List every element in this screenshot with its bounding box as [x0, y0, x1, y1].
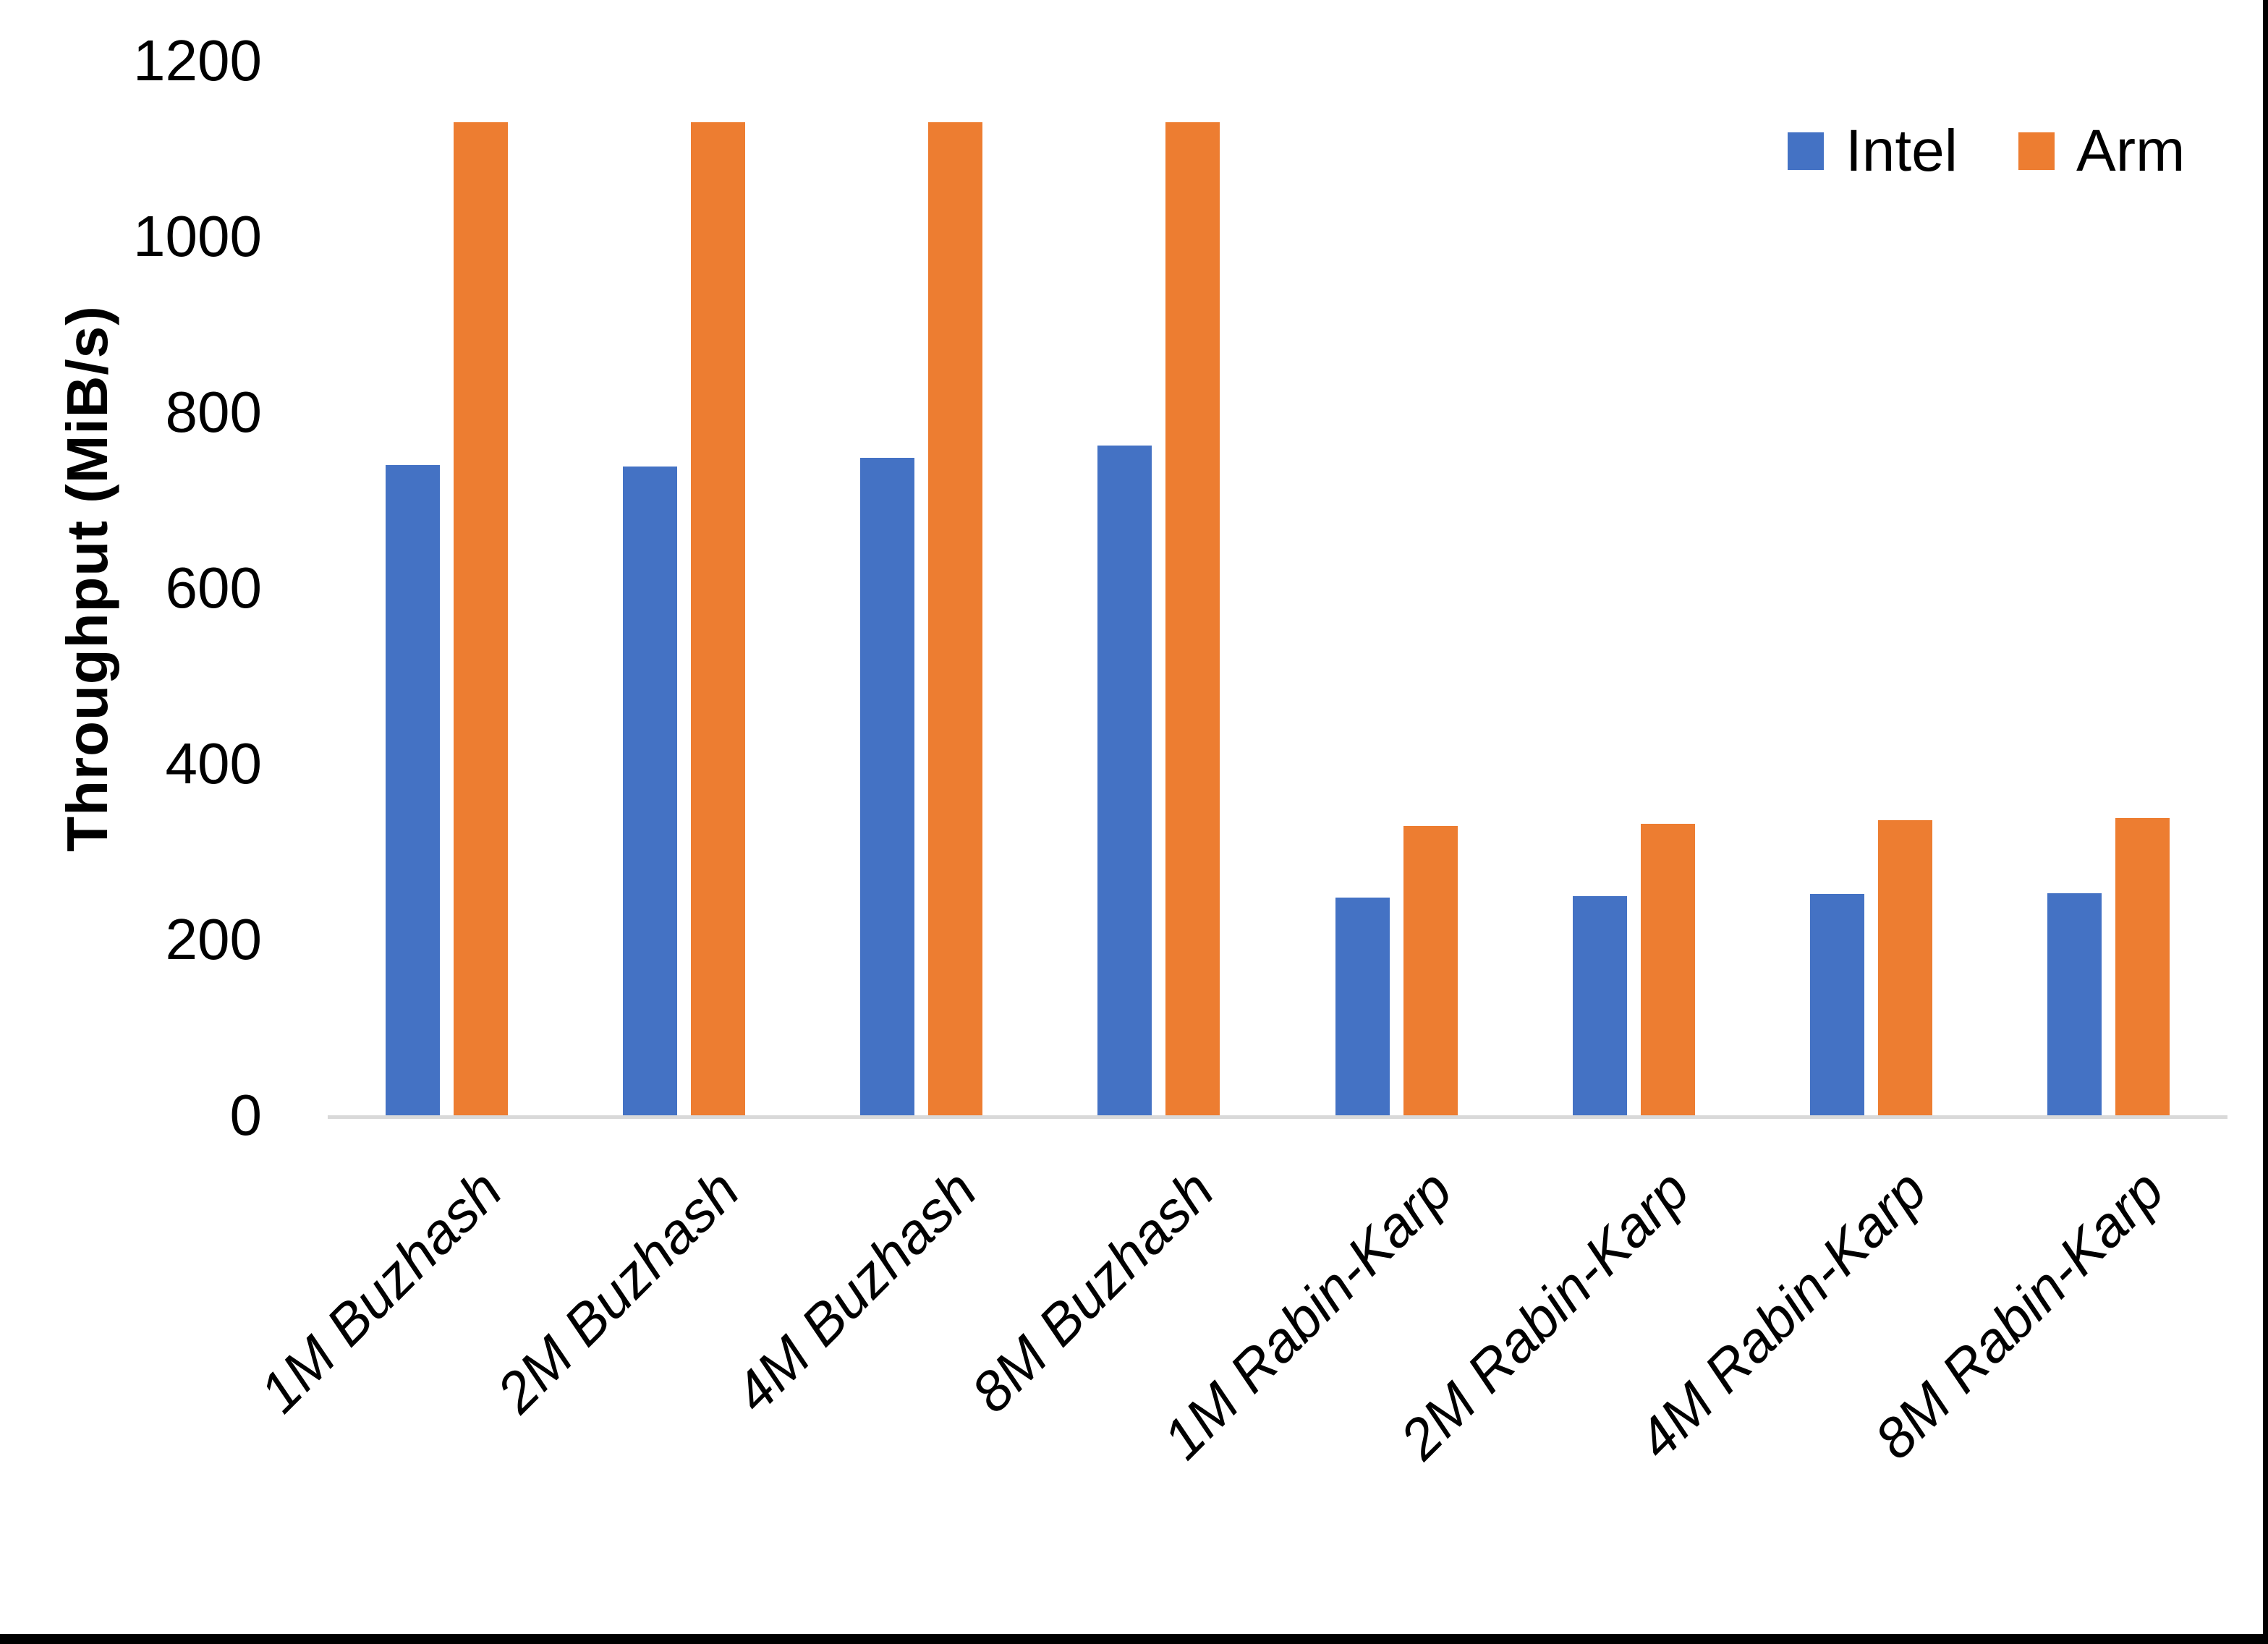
arm-bar [2115, 818, 2170, 1115]
y-axis-tick-label: 400 [165, 731, 262, 796]
arm-bar [1403, 826, 1458, 1115]
arm-bar [928, 122, 982, 1115]
legend-label: Intel [1846, 118, 1958, 184]
legend-swatch-arm [2018, 132, 2055, 170]
intel-bar [386, 465, 440, 1115]
y-axis-tick-label: 1200 [133, 28, 262, 93]
arm-bar [1641, 824, 1695, 1115]
legend-swatch-intel [1788, 132, 1824, 170]
intel-bar [623, 467, 677, 1115]
legend-label: Arm [2076, 118, 2186, 184]
intel-bar [1097, 446, 1152, 1115]
arm-bar [1165, 122, 1220, 1115]
legend: Intel Arm [1788, 122, 2185, 181]
y-axis-tick-label: 200 [165, 907, 262, 971]
screenshot-bottom-edge [0, 1634, 2268, 1644]
legend-item: Intel [1788, 122, 1958, 181]
x-axis-label: 1M Buzhash [247, 1157, 514, 1425]
screenshot-right-edge [2263, 0, 2268, 1644]
y-axis-tick-label: 600 [165, 555, 262, 620]
arm-bar [691, 122, 745, 1115]
intel-bar [2047, 893, 2102, 1115]
x-axis-label: 4M Buzhash [721, 1157, 989, 1425]
arm-bar [454, 122, 508, 1115]
x-axis-label: 2M Buzhash [484, 1157, 752, 1425]
x-axis-label: 8M Buzhash [959, 1157, 1226, 1425]
intel-bar [860, 458, 914, 1115]
y-axis-tick-label: 0 [229, 1083, 263, 1147]
plot-area [328, 61, 2227, 1119]
intel-bar [1810, 894, 1864, 1115]
intel-bar [1573, 896, 1627, 1115]
intel-bar [1335, 898, 1390, 1115]
legend-item: Arm [2018, 122, 2185, 181]
y-axis-tick-label: 1000 [133, 204, 262, 268]
y-axis-tick-label: 800 [165, 380, 262, 444]
arm-bar [1878, 820, 1932, 1115]
